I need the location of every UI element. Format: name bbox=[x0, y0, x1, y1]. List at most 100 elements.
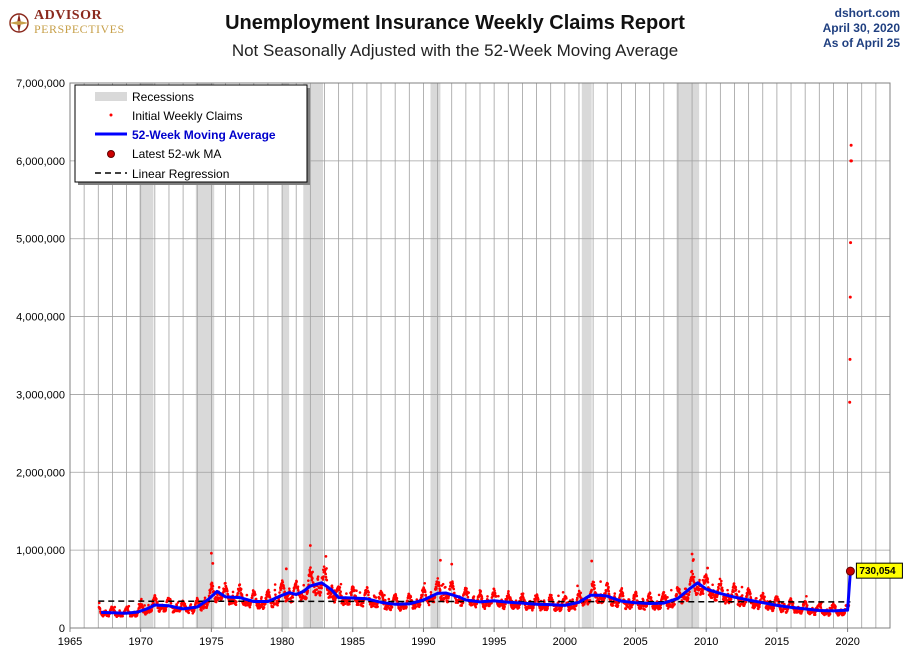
claims-point bbox=[607, 589, 611, 593]
claims-point bbox=[153, 594, 157, 597]
claims-outlier-point bbox=[849, 143, 853, 147]
claims-point bbox=[486, 595, 489, 598]
claims-point bbox=[669, 588, 673, 592]
claims-point bbox=[729, 597, 733, 601]
claims-point bbox=[318, 594, 322, 597]
claims-peak-point bbox=[324, 554, 328, 558]
claims-point bbox=[509, 597, 512, 601]
x-tick-label: 1975 bbox=[199, 636, 223, 648]
claims-point bbox=[483, 607, 487, 611]
claims-point bbox=[192, 609, 196, 612]
claims-point bbox=[164, 608, 168, 611]
claims-point bbox=[448, 588, 452, 591]
claims-point bbox=[575, 596, 579, 600]
claims-point bbox=[691, 572, 695, 576]
claims-point bbox=[409, 595, 413, 599]
claims-point bbox=[467, 591, 471, 594]
claims-point bbox=[150, 608, 154, 612]
claims-point bbox=[436, 577, 440, 580]
claims-point bbox=[576, 584, 579, 588]
claims-point bbox=[264, 602, 267, 605]
x-tick-label: 2010 bbox=[694, 636, 718, 648]
claims-point bbox=[502, 607, 506, 611]
x-tick-label: 2005 bbox=[623, 636, 647, 648]
claims-point bbox=[189, 603, 193, 606]
claims-point bbox=[196, 598, 199, 601]
claims-point bbox=[374, 596, 378, 599]
claims-point bbox=[550, 593, 553, 597]
claims-point bbox=[322, 565, 326, 568]
claims-point bbox=[571, 598, 574, 601]
claims-point bbox=[577, 589, 581, 593]
claims-point bbox=[283, 590, 286, 593]
claims-point bbox=[390, 605, 394, 609]
claims-point bbox=[307, 579, 310, 582]
claims-point bbox=[383, 593, 386, 597]
claims-point bbox=[641, 598, 645, 602]
claims-point bbox=[521, 592, 525, 595]
claims-point bbox=[324, 572, 328, 576]
claims-point bbox=[749, 592, 752, 595]
claims-point bbox=[753, 605, 757, 609]
claims-point bbox=[311, 577, 314, 580]
claims-point bbox=[472, 595, 476, 598]
claims-point bbox=[325, 567, 328, 570]
claims-point bbox=[579, 591, 583, 595]
claims-point bbox=[657, 593, 661, 597]
x-tick-label: 1985 bbox=[341, 636, 365, 648]
claims-point bbox=[621, 594, 625, 598]
claims-peak-point bbox=[209, 551, 213, 555]
claims-point bbox=[325, 578, 329, 582]
claims-point bbox=[737, 590, 741, 593]
chart-subtitle: Not Seasonally Adjusted with the 52-Week… bbox=[231, 41, 679, 60]
claims-point bbox=[643, 608, 646, 611]
claims-point bbox=[423, 590, 427, 594]
plot-area-frame bbox=[69, 82, 891, 629]
claims-point bbox=[565, 597, 568, 600]
claims-point bbox=[358, 591, 362, 594]
claims-point bbox=[666, 607, 670, 610]
legend-swatch-recessions bbox=[95, 92, 127, 101]
claims-point bbox=[366, 586, 369, 590]
claims-outlier-point bbox=[848, 295, 852, 299]
claims-point bbox=[352, 588, 356, 592]
claims-point bbox=[437, 581, 441, 584]
claims-point bbox=[690, 569, 694, 573]
claims-point bbox=[140, 597, 143, 601]
claims-point bbox=[532, 606, 535, 610]
claims-point bbox=[593, 583, 596, 587]
advisor-perspectives-logo: ADVISOR PERSPECTIVES bbox=[8, 8, 138, 38]
claims-point bbox=[434, 582, 438, 586]
claims-point bbox=[278, 591, 281, 594]
legend-box bbox=[74, 84, 308, 183]
chart-title: Unemployment Insurance Weekly Claims Rep… bbox=[225, 12, 685, 34]
claims-point bbox=[480, 597, 484, 600]
claims-point bbox=[452, 587, 456, 591]
x-tick-label: 2020 bbox=[835, 636, 859, 648]
claims-point bbox=[389, 608, 393, 612]
claims-point bbox=[673, 603, 676, 606]
claims-point bbox=[606, 582, 609, 586]
claims-point bbox=[758, 603, 761, 606]
claims-point bbox=[381, 597, 385, 601]
claims-point bbox=[721, 589, 724, 592]
claims-point bbox=[155, 597, 158, 601]
claims-point bbox=[573, 608, 577, 611]
claims-point bbox=[206, 603, 209, 606]
claims-point bbox=[338, 586, 342, 589]
latest-value-callout: 730,054 bbox=[855, 562, 903, 579]
compass-icon bbox=[9, 13, 29, 33]
claims-point bbox=[771, 609, 775, 612]
claims-point bbox=[200, 609, 203, 612]
claims-point bbox=[394, 594, 398, 597]
claims-point bbox=[590, 588, 593, 592]
x-tick-label: 1980 bbox=[270, 636, 294, 648]
claims-point bbox=[805, 594, 808, 598]
claims-point bbox=[689, 579, 693, 582]
claims-point bbox=[387, 597, 391, 601]
y-axis-ticks: 0 1,000,000 2,000,000 3,000,000 4,000,000 5,0… bbox=[16, 78, 65, 635]
claims-point bbox=[239, 587, 243, 591]
claims-peak-point bbox=[284, 567, 288, 571]
claims-point bbox=[427, 603, 431, 607]
